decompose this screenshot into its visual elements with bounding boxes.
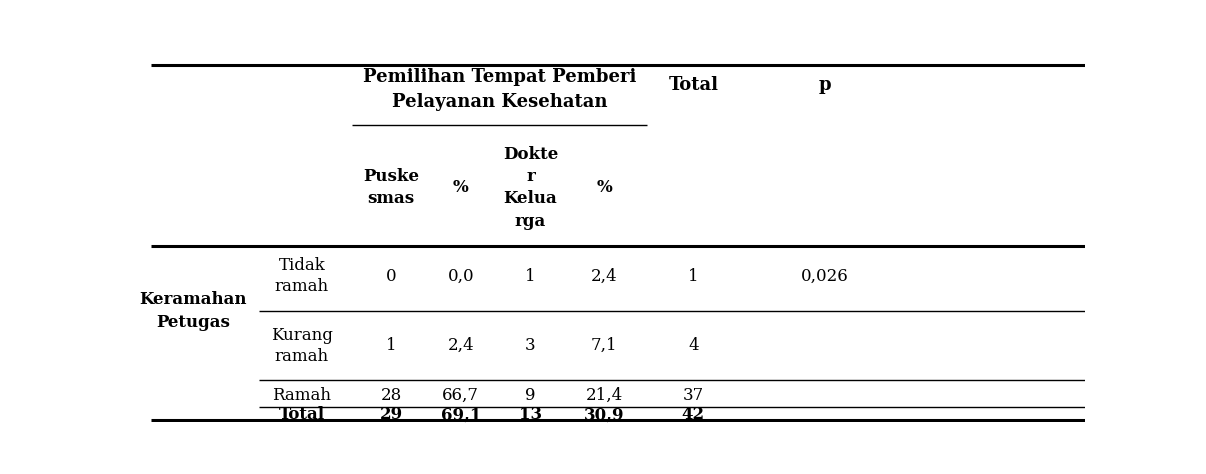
Text: Pemilihan Tempat Pemberi
Pelayanan Kesehatan: Pemilihan Tempat Pemberi Pelayanan Keseh… <box>363 68 637 111</box>
Text: 69,1: 69,1 <box>440 406 481 423</box>
Text: 21,4: 21,4 <box>585 387 622 404</box>
Text: 0,0: 0,0 <box>447 268 474 285</box>
Text: 2,4: 2,4 <box>447 337 474 354</box>
Text: p: p <box>819 76 831 94</box>
Text: 2,4: 2,4 <box>591 268 617 285</box>
Text: 4: 4 <box>687 337 698 354</box>
Text: 1: 1 <box>525 268 535 285</box>
Text: Kurang
ramah: Kurang ramah <box>271 327 333 365</box>
Text: 1: 1 <box>386 337 397 354</box>
Text: 0,026: 0,026 <box>801 268 849 285</box>
Text: Tidak
ramah: Tidak ramah <box>275 257 329 295</box>
Text: 7,1: 7,1 <box>591 337 617 354</box>
Text: %: % <box>596 179 611 196</box>
Text: 0: 0 <box>386 268 397 285</box>
Text: 42: 42 <box>681 406 704 423</box>
Text: %: % <box>453 179 469 196</box>
Text: Total: Total <box>279 406 324 423</box>
Text: 29: 29 <box>380 406 403 423</box>
Text: 28: 28 <box>380 387 402 404</box>
Text: Ramah: Ramah <box>273 387 332 404</box>
Text: 1: 1 <box>687 268 698 285</box>
Text: 3: 3 <box>525 337 535 354</box>
Text: 13: 13 <box>519 406 541 423</box>
Text: 9: 9 <box>526 387 535 404</box>
Text: Keramahan
Petugas: Keramahan Petugas <box>140 291 247 331</box>
Text: Total: Total <box>668 76 719 94</box>
Text: 66,7: 66,7 <box>443 387 479 404</box>
Text: 30,9: 30,9 <box>584 406 625 423</box>
Text: Puske
smas: Puske smas <box>363 168 418 208</box>
Text: 37: 37 <box>683 387 704 404</box>
Text: Dokte
r
Kelua
rga: Dokte r Kelua rga <box>503 146 558 229</box>
